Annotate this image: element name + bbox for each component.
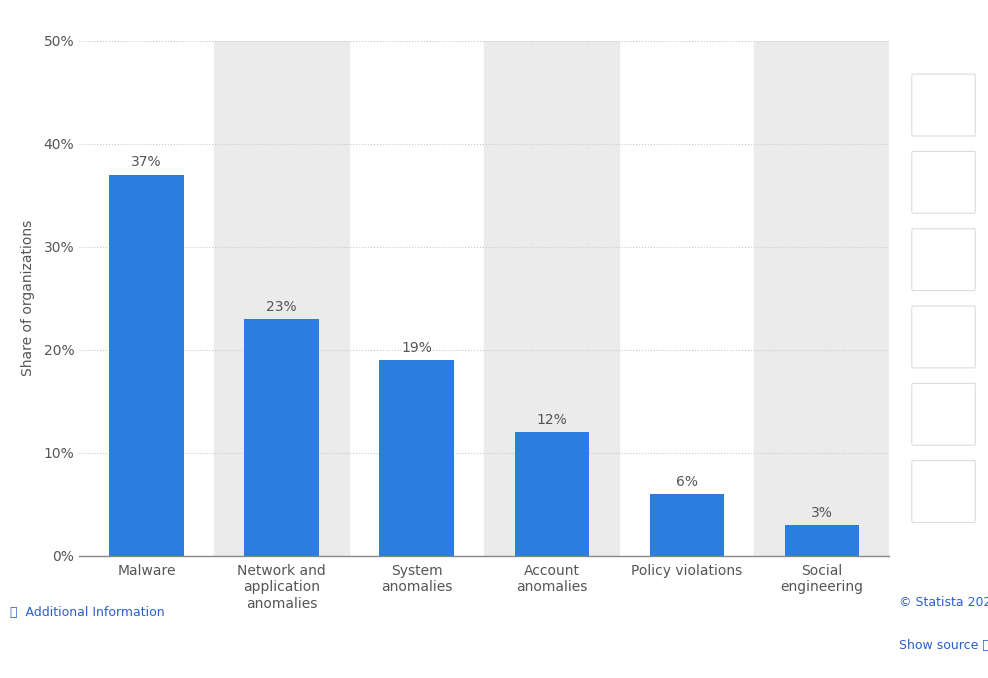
Text: 23%: 23% <box>267 300 296 314</box>
Bar <box>110 175 184 556</box>
FancyBboxPatch shape <box>912 460 975 523</box>
Text: 37%: 37% <box>131 155 162 170</box>
FancyBboxPatch shape <box>912 383 975 445</box>
FancyBboxPatch shape <box>912 151 975 214</box>
FancyBboxPatch shape <box>912 228 975 291</box>
Text: Show source ⓘ: Show source ⓘ <box>899 639 988 652</box>
Y-axis label: Share of organizations: Share of organizations <box>21 220 36 376</box>
Text: 12%: 12% <box>536 413 567 427</box>
Bar <box>649 494 724 556</box>
Bar <box>484 41 619 556</box>
FancyBboxPatch shape <box>912 306 975 368</box>
Text: 3%: 3% <box>811 506 833 520</box>
Bar <box>214 41 349 556</box>
Bar <box>515 433 589 556</box>
Text: 6%: 6% <box>676 475 698 489</box>
FancyBboxPatch shape <box>912 74 975 136</box>
Text: ⓘ  Additional Information: ⓘ Additional Information <box>10 606 165 620</box>
Bar <box>784 525 859 556</box>
Text: 19%: 19% <box>401 341 432 355</box>
Bar <box>244 319 319 556</box>
Bar <box>754 41 889 556</box>
Text: © Statista 2023: © Statista 2023 <box>899 595 988 609</box>
Bar <box>379 360 453 556</box>
